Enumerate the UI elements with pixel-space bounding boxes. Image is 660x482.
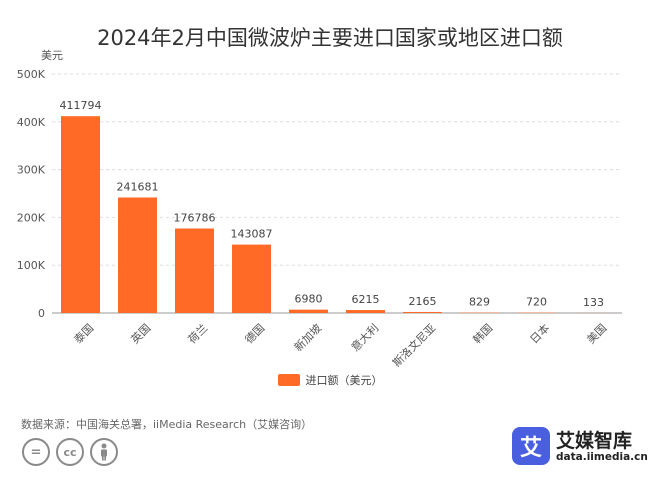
x-tick-label: 日本 <box>527 321 552 346</box>
x-tick-label: 泰国 <box>71 321 96 346</box>
legend-swatch <box>277 374 300 386</box>
y-tick-label: 100K <box>17 259 46 272</box>
data-label: 176786 <box>174 211 216 224</box>
license-icons: = cc <box>22 438 118 466</box>
bar[interactable] <box>118 197 157 313</box>
brand-name: 艾媒智库 <box>556 430 633 452</box>
x-tick-label: 荷兰 <box>186 322 211 347</box>
data-label: 143087 <box>231 228 273 241</box>
brand-url: data.iimedia.cn <box>556 451 648 463</box>
x-tick-label: 美国 <box>585 322 610 347</box>
bar[interactable] <box>403 311 442 313</box>
y-tick-label: 0 <box>38 307 45 320</box>
cc-icon: cc <box>56 438 84 466</box>
data-label: 6215 <box>352 293 380 306</box>
person-icon <box>90 438 118 466</box>
equal-icon: = <box>22 438 50 466</box>
y-axis-unit: 美元 <box>41 49 63 62</box>
brand-logo: 艾 <box>512 427 550 465</box>
y-tick-label: 400K <box>17 116 46 129</box>
data-label: 6980 <box>295 293 323 306</box>
data-label: 241681 <box>117 180 159 193</box>
bar[interactable] <box>61 116 100 313</box>
data-label: 2165 <box>409 295 437 308</box>
data-label: 133 <box>583 296 604 309</box>
x-tick-label: 德国 <box>242 321 267 346</box>
data-label: 411794 <box>60 99 102 112</box>
x-tick-label: 新加坡 <box>291 321 324 354</box>
legend-label: 进口额（美元） <box>305 374 383 387</box>
x-tick-label: 斯洛文尼亚 <box>389 321 438 370</box>
chart-title: 2024年2月中国微波炉主要进口国家或地区进口额 <box>97 26 563 50</box>
legend[interactable]: 进口额（美元） <box>0 372 660 388</box>
bar[interactable] <box>232 244 271 313</box>
bar[interactable] <box>175 228 214 313</box>
data-label: 829 <box>469 296 490 309</box>
data-source: 数据来源：中国海关总署，iiMedia Research（艾媒咨询） <box>21 418 313 431</box>
y-tick-label: 200K <box>17 211 46 224</box>
y-tick-label: 300K <box>17 164 46 177</box>
x-tick-label: 英国 <box>128 321 153 346</box>
data-label: 720 <box>526 296 547 309</box>
bar[interactable] <box>346 310 385 313</box>
bar[interactable] <box>289 309 328 313</box>
x-tick-label: 韩国 <box>470 321 495 346</box>
y-tick-label: 500K <box>17 68 46 81</box>
x-tick-label: 意大利 <box>348 321 381 354</box>
